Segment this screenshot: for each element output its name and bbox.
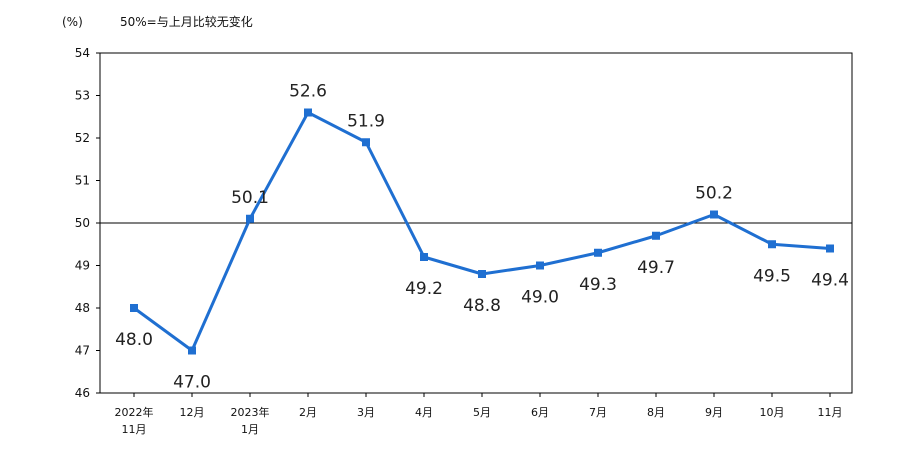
data-point [768,240,776,249]
y-tick-label: 54 [75,46,90,60]
x-tick-label: 4月 [415,406,433,419]
y-tick-label: 47 [75,344,90,358]
x-tick-label: 12月 [180,406,205,419]
data-label: 52.6 [289,82,327,102]
x-tick-label: 7月 [589,406,607,419]
x-axis: 2022年 11月 12月 2023年 1月 2月 3月 4月 5月 6月 7月 8月 9月 10月 11月 [115,393,843,436]
x-tick-label: 2023年 1月 [231,405,270,436]
x-tick-label: 9月 [705,406,723,419]
y-tick-label: 46 [75,386,90,400]
data-point [188,346,196,355]
y-tick-label: 49 [75,259,90,273]
data-markers [130,108,834,355]
data-point [478,270,486,278]
x-tick-label: 6月 [531,406,549,419]
data-point [594,248,602,257]
chart-note: 50%=与上月比较无变化 [120,14,253,29]
x-tick-label: 2月 [299,406,317,419]
data-label: 48.8 [463,296,501,316]
y-tick-label: 52 [75,131,90,145]
data-label: 49.0 [521,288,559,308]
y-tick-label: 51 [75,174,90,188]
unit-label: (%) [62,15,83,29]
data-label: 49.3 [579,275,617,295]
x-tick-label: 10月 [760,406,785,419]
data-label: 51.9 [347,111,385,131]
x-tick-label: 11月 [818,406,843,419]
data-label: 49.2 [405,279,443,299]
data-label: 48.0 [115,330,153,350]
data-point [420,253,428,261]
data-point [362,138,370,147]
data-label: 49.5 [753,266,791,286]
data-label: 47.0 [173,373,211,393]
data-point [304,108,312,117]
x-tick-label: 3月 [357,406,375,419]
data-point [710,210,718,219]
data-point [130,304,138,312]
data-point [652,231,660,240]
y-tick-label: 53 [75,89,90,103]
data-point [246,214,254,223]
data-point [536,261,544,270]
data-point [826,244,834,253]
data-label: 50.1 [231,188,269,208]
y-tick-label: 48 [75,301,90,315]
data-labels: 48.0 47.0 50.1 52.6 51.9 49.2 48.8 49.0 49.3 49.7… [115,82,849,393]
data-label: 50.2 [695,184,733,204]
x-tick-label: 8月 [647,406,665,419]
x-tick-label: 5月 [473,406,491,419]
data-label: 49.7 [637,258,675,278]
y-axis: 46 47 48 49 50 51 52 53 54 [75,46,100,400]
data-label: 49.4 [811,271,849,291]
y-tick-label: 50 [75,216,90,230]
x-tick-label: 2022年 11月 [115,405,154,436]
